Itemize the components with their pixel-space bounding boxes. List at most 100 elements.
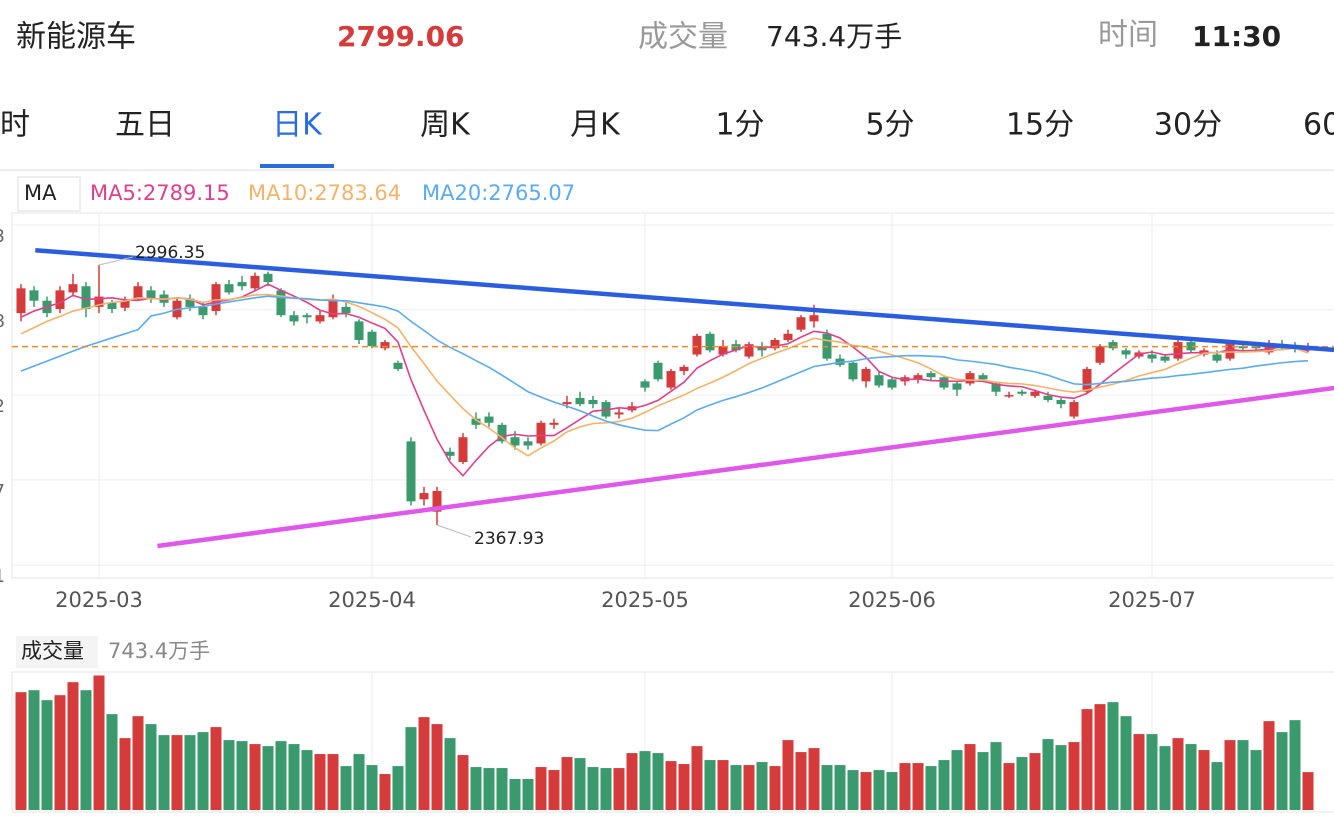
candle-body (380, 342, 390, 349)
volume-bar (873, 770, 885, 810)
candle-body (55, 290, 65, 309)
volume-bar (1003, 763, 1015, 810)
volume-bar (1172, 738, 1184, 810)
volume-bar (821, 765, 833, 810)
candle-body (562, 402, 572, 405)
tab[interactable]: 五日 (115, 108, 175, 143)
volume-bar (483, 768, 495, 810)
candle-body (1160, 356, 1170, 361)
candle-body (458, 437, 468, 463)
candle-body (809, 315, 819, 322)
candle-body (29, 290, 39, 301)
candle-body (497, 424, 507, 442)
volume-bar (405, 727, 417, 810)
candle-body (1212, 354, 1222, 361)
candle-body (1004, 395, 1014, 397)
volume-bar (834, 765, 846, 810)
tab[interactable]: 日K (272, 108, 323, 143)
y-tick-label: 2682 (0, 396, 5, 417)
volume-bar (717, 760, 729, 810)
candle-body (640, 381, 650, 388)
y-tick-label: 3093 (0, 226, 5, 247)
volume-bar (223, 740, 235, 810)
x-tick-label: 2025-07 (1108, 588, 1196, 612)
volume-bar (743, 765, 755, 810)
volume-bar (41, 700, 53, 810)
volume-bar (652, 753, 664, 810)
volume-bar (301, 750, 313, 810)
candle-body (250, 275, 260, 289)
candle-body (419, 493, 429, 500)
candle-body (393, 362, 403, 369)
candle-body (653, 362, 663, 380)
volume-bar (80, 690, 92, 810)
volume-bar (275, 741, 287, 810)
volume-bar (860, 772, 872, 810)
volume-bar (119, 738, 131, 810)
candle-body (120, 300, 130, 308)
candle-body (341, 306, 351, 314)
legend-item: MA10:2783.64 (248, 181, 401, 205)
tab[interactable]: 15分 (1006, 108, 1074, 143)
candle-body (146, 290, 156, 299)
volume-bar (912, 763, 924, 810)
volume-bar (431, 724, 443, 810)
candle-body (848, 362, 858, 380)
candle-body (796, 317, 806, 330)
volume-bar (561, 757, 573, 810)
volume-bar (769, 766, 781, 810)
candle-body (939, 377, 949, 388)
volume-bar (626, 753, 638, 810)
candle-body (432, 491, 442, 512)
volume-bar (353, 754, 365, 810)
candle-body (198, 306, 208, 316)
candle-body (510, 437, 520, 446)
volume-bar (704, 760, 716, 810)
tab[interactable]: 30分 (1154, 108, 1222, 143)
candle-body (185, 298, 195, 307)
candle-body (237, 282, 247, 287)
candle-body (445, 451, 455, 456)
volume-bar (1081, 709, 1093, 810)
low-label: 2367.93 (474, 529, 544, 549)
candle-body (302, 315, 312, 318)
volume-bar (730, 765, 742, 810)
candle-body (783, 333, 793, 341)
volume-bar (808, 748, 820, 810)
volume-bar (327, 754, 339, 810)
volume-bar (1289, 720, 1301, 810)
y-tick-label: 2477 (0, 481, 5, 502)
volume-bar (977, 752, 989, 810)
candle-body (523, 441, 533, 446)
volume-bar (1094, 704, 1106, 810)
volume-bar (444, 738, 456, 810)
volume-title: 成交量 (21, 639, 84, 663)
volume-bar (171, 735, 183, 810)
volume-bar (54, 695, 66, 810)
candle-body (965, 373, 975, 384)
volume-bar (535, 767, 547, 810)
volume-bar (678, 764, 690, 810)
volume-bar (340, 766, 352, 810)
volume-bar (1250, 750, 1262, 810)
volume-bar (210, 727, 222, 810)
tab[interactable]: 60分 (1303, 108, 1334, 143)
volume-bar (587, 767, 599, 810)
candle-body (887, 379, 897, 388)
tab[interactable]: 月K (570, 108, 621, 143)
volume-frame (11, 671, 1334, 813)
price: 2799.06 (337, 20, 465, 53)
volume-bar (67, 682, 79, 810)
candle-body (744, 344, 754, 357)
tab[interactable]: 5分 (865, 108, 914, 143)
volume-bar (197, 732, 209, 810)
volume-bar (106, 714, 118, 810)
candle-body (1056, 400, 1066, 405)
legend-item: MA5:2789.15 (90, 181, 230, 205)
volume-bar (28, 690, 40, 810)
tab[interactable]: 1分 (715, 108, 764, 143)
candle-body (666, 371, 676, 388)
tab[interactable]: 周K (420, 108, 471, 143)
tab[interactable]: 分时 (0, 108, 30, 143)
volume-bar (1146, 734, 1158, 810)
